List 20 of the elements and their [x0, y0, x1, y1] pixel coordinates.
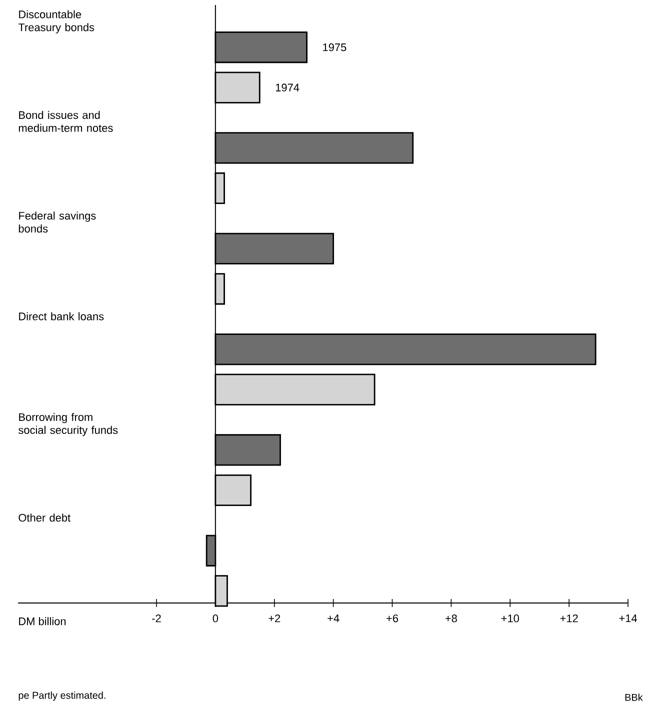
x-tick-label: +12: [560, 614, 578, 622]
x-tick-label: +14: [619, 614, 637, 622]
x-tick-label: 0: [212, 614, 218, 622]
text: BBk: [625, 694, 643, 701]
x-tick-label: -2: [152, 614, 161, 622]
y-tick-label: Federal savings bonds: [18, 212, 96, 233]
x-axis-title: DM billion: [19, 617, 66, 626]
y-tick-label: Other debt: [18, 514, 71, 522]
x-tick-label: +6: [386, 614, 398, 622]
x-tick-label: +8: [445, 614, 457, 622]
y-tick-label: Borrowing from social security funds: [18, 412, 118, 436]
x-tick-label: +10: [501, 614, 519, 622]
x-tick-label: +4: [328, 614, 340, 622]
text: pe Partly estimated.: [18, 692, 106, 701]
series-label: 1974: [276, 84, 300, 92]
series-label: 1975: [323, 43, 346, 52]
y-tick-label: Bond issues and medium-term notes: [18, 110, 113, 132]
y-tick-label: Discountable Treasury bonds: [18, 10, 94, 34]
x-tick-label: +2: [268, 614, 280, 622]
y-tick-label: Direct bank loans: [19, 312, 104, 320]
